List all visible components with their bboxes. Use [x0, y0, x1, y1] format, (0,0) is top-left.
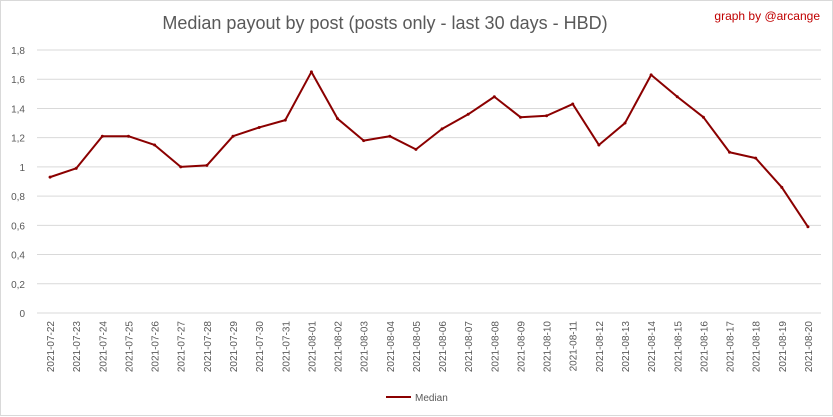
- data-point: [283, 118, 287, 122]
- x-tick-label: 2021-07-23: [72, 321, 83, 373]
- x-tick-label: 2021-07-31: [281, 321, 292, 373]
- x-tick-label: 2021-08-07: [464, 321, 475, 373]
- data-point: [126, 134, 130, 138]
- x-tick-label: 2021-08-09: [516, 321, 527, 373]
- data-point: [701, 115, 705, 119]
- x-tick-label: 2021-07-25: [124, 321, 135, 373]
- legend-label-median: Median: [415, 393, 448, 404]
- data-point: [806, 225, 810, 229]
- x-tick-label: 2021-08-02: [334, 321, 345, 373]
- data-point: [205, 163, 209, 167]
- y-tick-label: 0,6: [11, 221, 25, 232]
- x-tick-label: 2021-07-29: [229, 321, 240, 373]
- x-tick-label: 2021-08-18: [752, 321, 763, 373]
- x-tick-label: 2021-08-17: [726, 321, 737, 373]
- x-axis-ticks: 2021-07-22 2021-07-23 2021-07-24 2021-07-25…: [46, 321, 815, 373]
- data-point: [780, 185, 784, 189]
- x-tick-label: 2021-07-24: [98, 321, 109, 373]
- x-tick-label: 2021-08-14: [647, 321, 658, 373]
- x-tick-label: 2021-07-26: [151, 321, 162, 373]
- data-point: [571, 102, 575, 106]
- data-point: [675, 95, 679, 99]
- x-tick-label: 2021-08-20: [804, 321, 815, 373]
- data-point: [309, 70, 313, 74]
- y-tick-label: 1: [19, 163, 25, 174]
- data-point: [153, 143, 157, 147]
- data-point: [649, 73, 653, 77]
- y-tick-label: 1,4: [11, 104, 25, 115]
- y-tick-label: 1,6: [11, 75, 25, 86]
- data-point: [179, 165, 183, 169]
- x-tick-label: 2021-08-08: [490, 321, 501, 373]
- x-tick-label: 2021-08-05: [412, 321, 423, 373]
- data-point: [388, 134, 392, 138]
- y-tick-label: 0: [19, 309, 25, 320]
- data-point: [623, 121, 627, 125]
- gridlines: [37, 49, 821, 314]
- data-point: [48, 175, 52, 179]
- data-point: [466, 112, 470, 116]
- data-point: [440, 127, 444, 131]
- data-point: [414, 147, 418, 151]
- data-point: [336, 117, 340, 121]
- data-point: [74, 166, 78, 170]
- data-point: [518, 115, 522, 119]
- y-tick-label: 0,4: [11, 251, 25, 262]
- data-point: [231, 134, 235, 138]
- data-point: [492, 95, 496, 99]
- x-tick-label: 2021-08-16: [699, 321, 710, 373]
- data-point: [362, 139, 366, 143]
- y-axis-ticks: 0 0,2 0,4 0,6 0,8 1 1,2 1,4 1,6 1,8: [11, 46, 25, 320]
- y-tick-label: 0,8: [11, 192, 25, 203]
- x-tick-label: 2021-08-03: [360, 321, 371, 373]
- series-layer: [48, 70, 810, 229]
- series-line-median: [49, 70, 809, 228]
- y-tick-label: 1,8: [11, 46, 25, 57]
- x-tick-label: 2021-08-19: [778, 321, 789, 373]
- y-tick-label: 0,2: [11, 280, 25, 291]
- x-tick-label: 2021-07-28: [203, 321, 214, 373]
- data-point: [545, 114, 549, 118]
- chart-title: Median payout by post (posts only - last…: [162, 13, 607, 33]
- x-tick-label: 2021-08-06: [438, 321, 449, 373]
- chart-credit: graph by @arcange: [714, 9, 820, 23]
- x-tick-label: 2021-08-10: [543, 321, 554, 373]
- x-tick-label: 2021-08-15: [673, 321, 684, 373]
- x-tick-label: 2021-08-04: [386, 321, 397, 373]
- data-point: [257, 125, 261, 129]
- x-tick-label: 2021-07-22: [46, 321, 57, 373]
- x-tick-label: 2021-07-30: [255, 321, 266, 373]
- x-tick-label: 2021-08-01: [307, 321, 318, 373]
- x-tick-label: 2021-08-13: [621, 321, 632, 373]
- y-tick-label: 1,2: [11, 134, 25, 145]
- data-point: [728, 150, 732, 154]
- data-point: [597, 143, 601, 147]
- x-tick-label: 2021-08-12: [595, 321, 606, 373]
- x-tick-label: 2021-07-27: [177, 321, 188, 373]
- legend: Median: [386, 393, 448, 404]
- x-tick-label: 2021-08-11: [569, 321, 580, 372]
- data-point: [754, 156, 758, 160]
- data-point: [100, 134, 104, 138]
